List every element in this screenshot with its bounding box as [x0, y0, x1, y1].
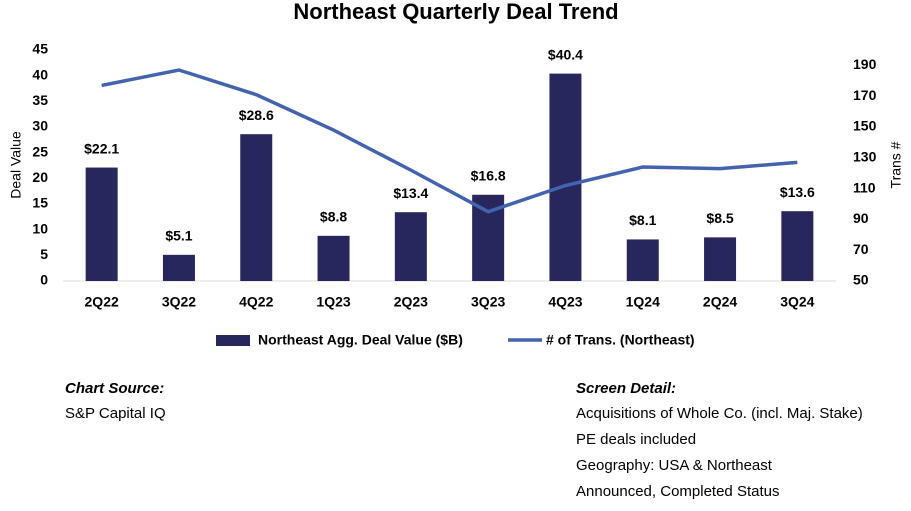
x-tick-label: 2Q23 [394, 294, 428, 310]
y-tick-label: 20 [32, 169, 48, 185]
data-label: $8.5 [706, 210, 733, 226]
y2-tick-label: 190 [853, 56, 877, 72]
data-label: $22.1 [84, 140, 119, 156]
detail: PE deals included [576, 431, 696, 448]
bar [85, 167, 118, 281]
detail: Geography: USA & Northeast [576, 457, 773, 474]
y2-tick-label: 130 [853, 149, 877, 165]
y-tick-label: 30 [32, 118, 48, 134]
legend-label: # of Trans. (Northeast) [546, 332, 695, 348]
y2-tick-label: 150 [853, 118, 877, 134]
y2-tick-label: 70 [853, 241, 869, 257]
detail: Acquisitions of Whole Co. (incl. Maj. St… [576, 405, 863, 422]
y2-tick-label: 170 [853, 87, 877, 103]
y-tick-label: 25 [32, 143, 48, 159]
data-label: $40.4 [548, 46, 583, 62]
x-tick-label: 3Q24 [780, 294, 814, 310]
bar [240, 134, 273, 281]
bar [549, 73, 582, 281]
detail-title: Screen Detail: [576, 380, 676, 397]
x-tick-label: 1Q24 [626, 294, 660, 310]
y-tick-label: 40 [32, 66, 48, 82]
legend-label: Northeast Agg. Deal Value ($B) [258, 332, 463, 348]
bar [317, 235, 350, 281]
source-title: Chart Source: [65, 380, 164, 397]
data-label: $13.6 [780, 184, 815, 200]
y2-axis-label: Trans # [888, 141, 904, 188]
bar [781, 211, 814, 281]
x-tick-label: 1Q23 [316, 294, 350, 310]
chart-title: Northeast Quarterly Deal Trend [293, 0, 618, 24]
y-tick-label: 0 [40, 272, 48, 288]
data-label: $8.1 [629, 212, 656, 228]
data-label: $13.4 [393, 185, 428, 201]
x-tick-label: 4Q22 [239, 294, 273, 310]
bar [394, 212, 427, 281]
bar [626, 239, 659, 281]
x-tick-label: 3Q22 [162, 294, 196, 310]
y-tick-label: 10 [32, 220, 48, 236]
x-tick-label: 3Q23 [471, 294, 505, 310]
source: S&P Capital IQ [65, 405, 166, 422]
line [101, 68, 798, 214]
detail: Announced, Completed Status [576, 483, 779, 500]
data-label: $28.6 [239, 107, 274, 123]
y-axis-label: Deal Value [8, 131, 24, 199]
x-tick-label: 2Q22 [85, 294, 119, 310]
data-label: $5.1 [165, 228, 192, 244]
y-tick-label: 35 [32, 92, 48, 108]
y2-tick-label: 90 [853, 210, 869, 226]
x-tick-label: 4Q23 [548, 294, 582, 310]
data-label: $8.8 [320, 209, 347, 225]
data-label: $16.8 [471, 167, 506, 183]
y2-tick-label: 110 [853, 179, 876, 195]
y2-tick-label: 50 [853, 272, 869, 288]
legend-swatch [216, 335, 250, 346]
y-tick-label: 45 [32, 41, 48, 57]
y-tick-label: 15 [32, 195, 48, 211]
bar [704, 237, 737, 281]
x-tick-label: 2Q24 [703, 294, 737, 310]
bar [162, 254, 195, 281]
y-tick-label: 5 [40, 246, 48, 262]
